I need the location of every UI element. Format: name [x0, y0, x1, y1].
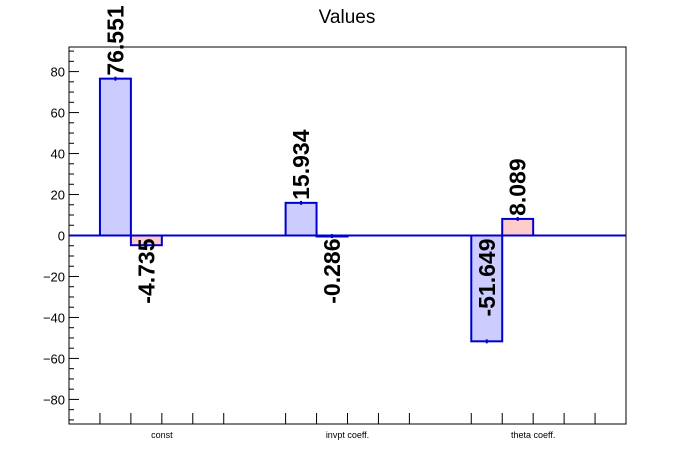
y-tick-label: 80 — [51, 65, 65, 80]
y-tick-label: 0 — [58, 229, 65, 244]
x-category-label: theta coeff. — [511, 430, 555, 440]
bar-primary — [284, 201, 318, 237]
bar-primary — [470, 234, 504, 343]
y-tick-label: 60 — [51, 106, 65, 121]
bar-primary — [98, 77, 132, 237]
y-tick-label: −60 — [43, 351, 65, 366]
data-label: 76.551 — [102, 5, 128, 76]
data-label: -51.649 — [474, 239, 500, 317]
y-tick-label: −20 — [43, 269, 65, 284]
y-tick-label: 20 — [51, 188, 65, 203]
bars — [98, 76, 535, 344]
data-label: -4.735 — [133, 238, 159, 303]
y-tick-label: −80 — [43, 392, 65, 407]
data-labels: 76.551 15.934 -51.649 -4.735 -0.286 8.089 — [102, 5, 530, 316]
x-category-label: const — [151, 430, 173, 440]
data-label: 8.089 — [505, 158, 531, 216]
x-category-label: invpt coeff. — [326, 430, 369, 440]
bar-secondary — [501, 217, 535, 237]
chart-title: Values — [319, 7, 376, 28]
data-label: -0.286 — [319, 239, 345, 304]
y-tick-label: −40 — [43, 310, 65, 325]
data-label: 15.934 — [288, 129, 314, 200]
y-tick-label: 40 — [51, 147, 65, 162]
